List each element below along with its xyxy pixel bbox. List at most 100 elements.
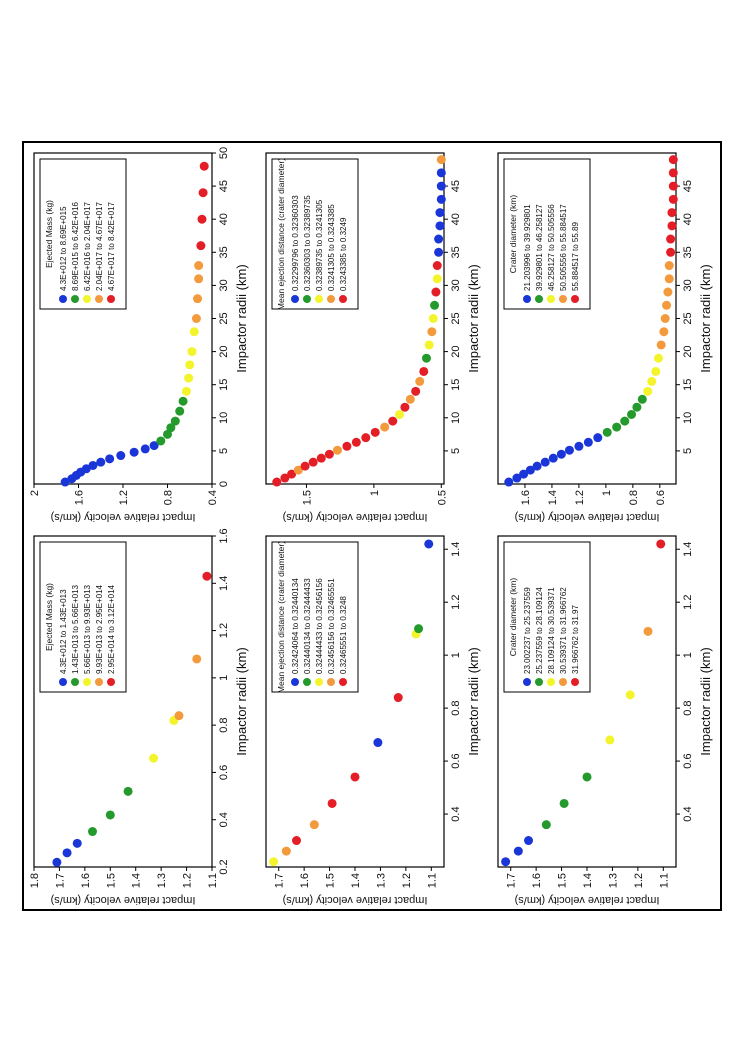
x-tick-label: 0.6 [450, 753, 462, 768]
data-point [431, 287, 441, 297]
y-axis-label: Impact relative velocity (km/s) [515, 511, 660, 523]
x-tick-label: 0.8 [450, 700, 462, 715]
data-point [199, 161, 209, 171]
legend-entry: 0.32456156 to 0.32465551 [327, 578, 336, 674]
data-point [664, 274, 674, 284]
legend-entry: 1.43E+013 to 5.66E+013 [71, 584, 80, 674]
legend-marker [291, 678, 299, 686]
data-point [664, 261, 674, 271]
data-point [427, 327, 437, 337]
data-point [667, 221, 677, 231]
legend-marker [107, 295, 115, 303]
data-point [643, 626, 653, 636]
data-point [393, 693, 403, 703]
x-tick-label: 35 [450, 246, 462, 258]
y-axis-label: Impact relative velocity (km/s) [51, 894, 196, 906]
data-point [156, 436, 166, 446]
data-point [96, 457, 106, 467]
legend-entry: 4.3E+012 to 1.43E+013 [59, 589, 68, 674]
data-point [432, 274, 442, 284]
x-tick-label: 5 [682, 448, 694, 454]
y-tick-label: 1.6 [299, 873, 311, 888]
data-point [564, 445, 574, 455]
y-tick-label: 1 [369, 490, 381, 496]
x-tick-label: 20 [218, 345, 230, 357]
legend-marker [315, 295, 323, 303]
data-point [583, 437, 593, 447]
data-point [194, 261, 204, 271]
data-point [129, 447, 139, 457]
data-point [280, 473, 290, 483]
legend-marker [339, 678, 347, 686]
x-tick-label: 50 [218, 147, 230, 159]
x-tick-label: 0.4 [682, 806, 694, 821]
rotated-figure-group: 0.2 0.4 0.6 0.8 1 1.2 1.4 1.6 1.8 1.7 1.6 1.5 1.4 1.3… [29, 147, 713, 906]
x-axis-label: Impactor radii (km) [234, 264, 249, 372]
legend-entry: 21.203996 to 39.929801 [523, 204, 532, 291]
data-point [524, 836, 534, 846]
legend-entry: 23.002237 to 25.237559 [523, 587, 532, 674]
data-point [662, 300, 672, 310]
y-tick-label: 0.5 [436, 490, 448, 505]
x-tick-label: 5 [450, 448, 462, 454]
y-tick-label: 1.8 [29, 873, 41, 888]
data-point [181, 386, 191, 396]
y-tick-label: 1 [601, 490, 613, 496]
legend-box [503, 158, 591, 310]
x-axis-label: Impactor radii (km) [466, 647, 481, 755]
data-point [191, 314, 201, 323]
x-tick-label: 40 [450, 213, 462, 225]
data-point [88, 460, 98, 470]
data-point [194, 274, 204, 284]
data-point [351, 437, 361, 447]
data-point [668, 168, 678, 178]
data-point [643, 386, 653, 396]
data-point [149, 753, 159, 763]
data-point [350, 772, 360, 782]
data-point [175, 406, 185, 416]
x-tick-label: 45 [682, 180, 694, 192]
legend-title: Ejected Mass (kg) [44, 583, 54, 651]
data-point [414, 624, 424, 634]
legend-entry: 55.884517 to 55.89 [571, 221, 580, 291]
data-point [548, 453, 558, 463]
data-point [424, 539, 434, 549]
data-point [332, 445, 342, 455]
data-point [166, 423, 176, 433]
legend-entry: 31.966762 to 31.97 [571, 604, 580, 674]
legend-entry: 0.3243385 to 0.3249 [339, 217, 348, 291]
x-tick-label: 0.2 [218, 859, 230, 874]
x-tick-label: 30 [450, 279, 462, 291]
data-point [198, 188, 208, 198]
data-point [525, 465, 535, 475]
data-point [519, 469, 529, 479]
data-point [380, 422, 390, 432]
legend-entry: 4.3E+012 to 8.69E+015 [59, 206, 68, 291]
y-tick-label: 0.6 [655, 490, 667, 505]
legend-entry: 46.258127 to 50.505556 [547, 204, 556, 291]
data-point [400, 402, 410, 412]
x-tick-label: 1.2 [682, 595, 694, 610]
x-tick-label: 40 [682, 213, 694, 225]
legend-entry: 0.3241305 to 0.3243385 [327, 204, 336, 291]
legend-box [503, 541, 591, 693]
legend-entry: 0.32389735 to 0.3241305 [315, 199, 324, 291]
data-point [419, 366, 429, 376]
data-point [388, 416, 398, 426]
legend-box [271, 158, 359, 310]
data-point [269, 857, 279, 867]
data-point [541, 820, 551, 830]
data-point [436, 181, 446, 191]
y-tick-label: 1.1 [426, 873, 438, 888]
data-point [666, 234, 676, 244]
y-tick-label: 1.3 [156, 873, 168, 888]
data-point [163, 429, 172, 439]
x-tick-label: 5 [218, 448, 230, 454]
data-point [140, 444, 150, 454]
x-tick-label: 30 [218, 279, 230, 291]
x-tick-label: 1.2 [218, 623, 230, 638]
y-tick-label: 1.3 [375, 873, 387, 888]
data-point [105, 810, 115, 820]
data-point [60, 477, 70, 487]
legend-entry: 0.32360303 to 0.32389735 [303, 195, 312, 291]
